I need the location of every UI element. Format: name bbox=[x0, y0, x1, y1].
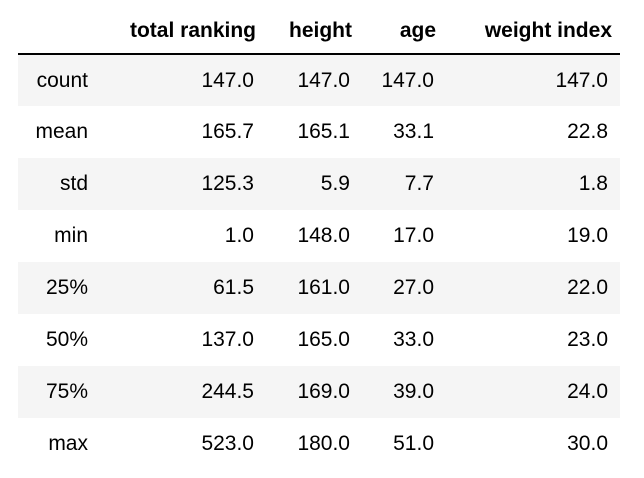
table-row-mean: mean 165.7 165.1 33.1 22.8 bbox=[18, 106, 620, 158]
column-header-total-ranking: total ranking bbox=[104, 8, 264, 55]
table-cell: 19.0 bbox=[567, 224, 608, 247]
table-cell: 147.0 bbox=[297, 68, 350, 92]
table-row-max: max 523.0 180.0 51.0 30.0 bbox=[18, 418, 620, 470]
row-label: max bbox=[48, 432, 88, 455]
table-cell: 51.0 bbox=[393, 432, 434, 455]
column-header-weight-index: weight index bbox=[444, 8, 620, 55]
row-label: 75% bbox=[45, 380, 88, 403]
row-label: std bbox=[59, 172, 88, 195]
table-cell: 30.0 bbox=[567, 432, 608, 455]
table-cell: 17.0 bbox=[393, 224, 434, 247]
table-row-min: min 1.0 148.0 17.0 19.0 bbox=[18, 210, 620, 262]
column-header-age: age bbox=[360, 8, 444, 55]
index-header-corner bbox=[18, 8, 104, 55]
table-cell: 1.8 bbox=[578, 172, 608, 195]
table-cell: 22.0 bbox=[567, 276, 608, 299]
table-cell: 23.0 bbox=[567, 328, 608, 351]
table-cell: 523.0 bbox=[201, 432, 254, 455]
row-label: min bbox=[54, 224, 88, 247]
table-cell: 165.7 bbox=[201, 120, 254, 143]
table-cell: 27.0 bbox=[393, 276, 434, 299]
table-row-50-percent: 50% 137.0 165.0 33.0 23.0 bbox=[18, 314, 620, 366]
table-row-25-percent: 25% 61.5 161.0 27.0 22.0 bbox=[18, 262, 620, 314]
table-cell: 137.0 bbox=[201, 328, 254, 351]
table-cell: 180.0 bbox=[297, 432, 350, 455]
table-cell: 125.3 bbox=[201, 172, 254, 195]
row-label: mean bbox=[35, 120, 88, 143]
table-cell: 169.0 bbox=[297, 380, 350, 403]
table-cell: 165.1 bbox=[297, 120, 350, 143]
table-cell: 148.0 bbox=[297, 224, 350, 247]
column-header-height: height bbox=[264, 8, 360, 55]
row-label: count bbox=[36, 68, 88, 92]
table-cell: 147.0 bbox=[555, 68, 608, 92]
describe-table: total ranking height age weight index co… bbox=[18, 8, 620, 470]
table-cell: 33.1 bbox=[393, 120, 434, 143]
table-cell: 147.0 bbox=[201, 68, 254, 92]
table-cell: 165.0 bbox=[297, 328, 350, 351]
table-row-count: count 147.0 147.0 147.0 147.0 bbox=[18, 54, 620, 106]
row-label: 25% bbox=[45, 276, 88, 299]
table-cell: 244.5 bbox=[201, 380, 254, 403]
table-cell: 61.5 bbox=[213, 276, 254, 299]
row-label: 50% bbox=[45, 328, 88, 351]
table-row-std: std 125.3 5.9 7.7 1.8 bbox=[18, 158, 620, 210]
table-cell: 24.0 bbox=[567, 380, 608, 403]
table-cell: 1.0 bbox=[224, 224, 254, 247]
header-row: total ranking height age weight index bbox=[18, 8, 620, 55]
table-cell: 5.9 bbox=[320, 172, 350, 195]
table-cell: 161.0 bbox=[297, 276, 350, 299]
table-cell: 147.0 bbox=[381, 68, 434, 92]
table-row-75-percent: 75% 244.5 169.0 39.0 24.0 bbox=[18, 366, 620, 418]
table-cell: 33.0 bbox=[393, 328, 434, 351]
table-header: total ranking height age weight index bbox=[18, 8, 620, 55]
table-cell: 7.7 bbox=[404, 172, 434, 195]
table-cell: 22.8 bbox=[567, 120, 608, 143]
table-body: count 147.0 147.0 147.0 147.0 mean 165.7… bbox=[18, 54, 620, 470]
table-cell: 39.0 bbox=[393, 380, 434, 403]
